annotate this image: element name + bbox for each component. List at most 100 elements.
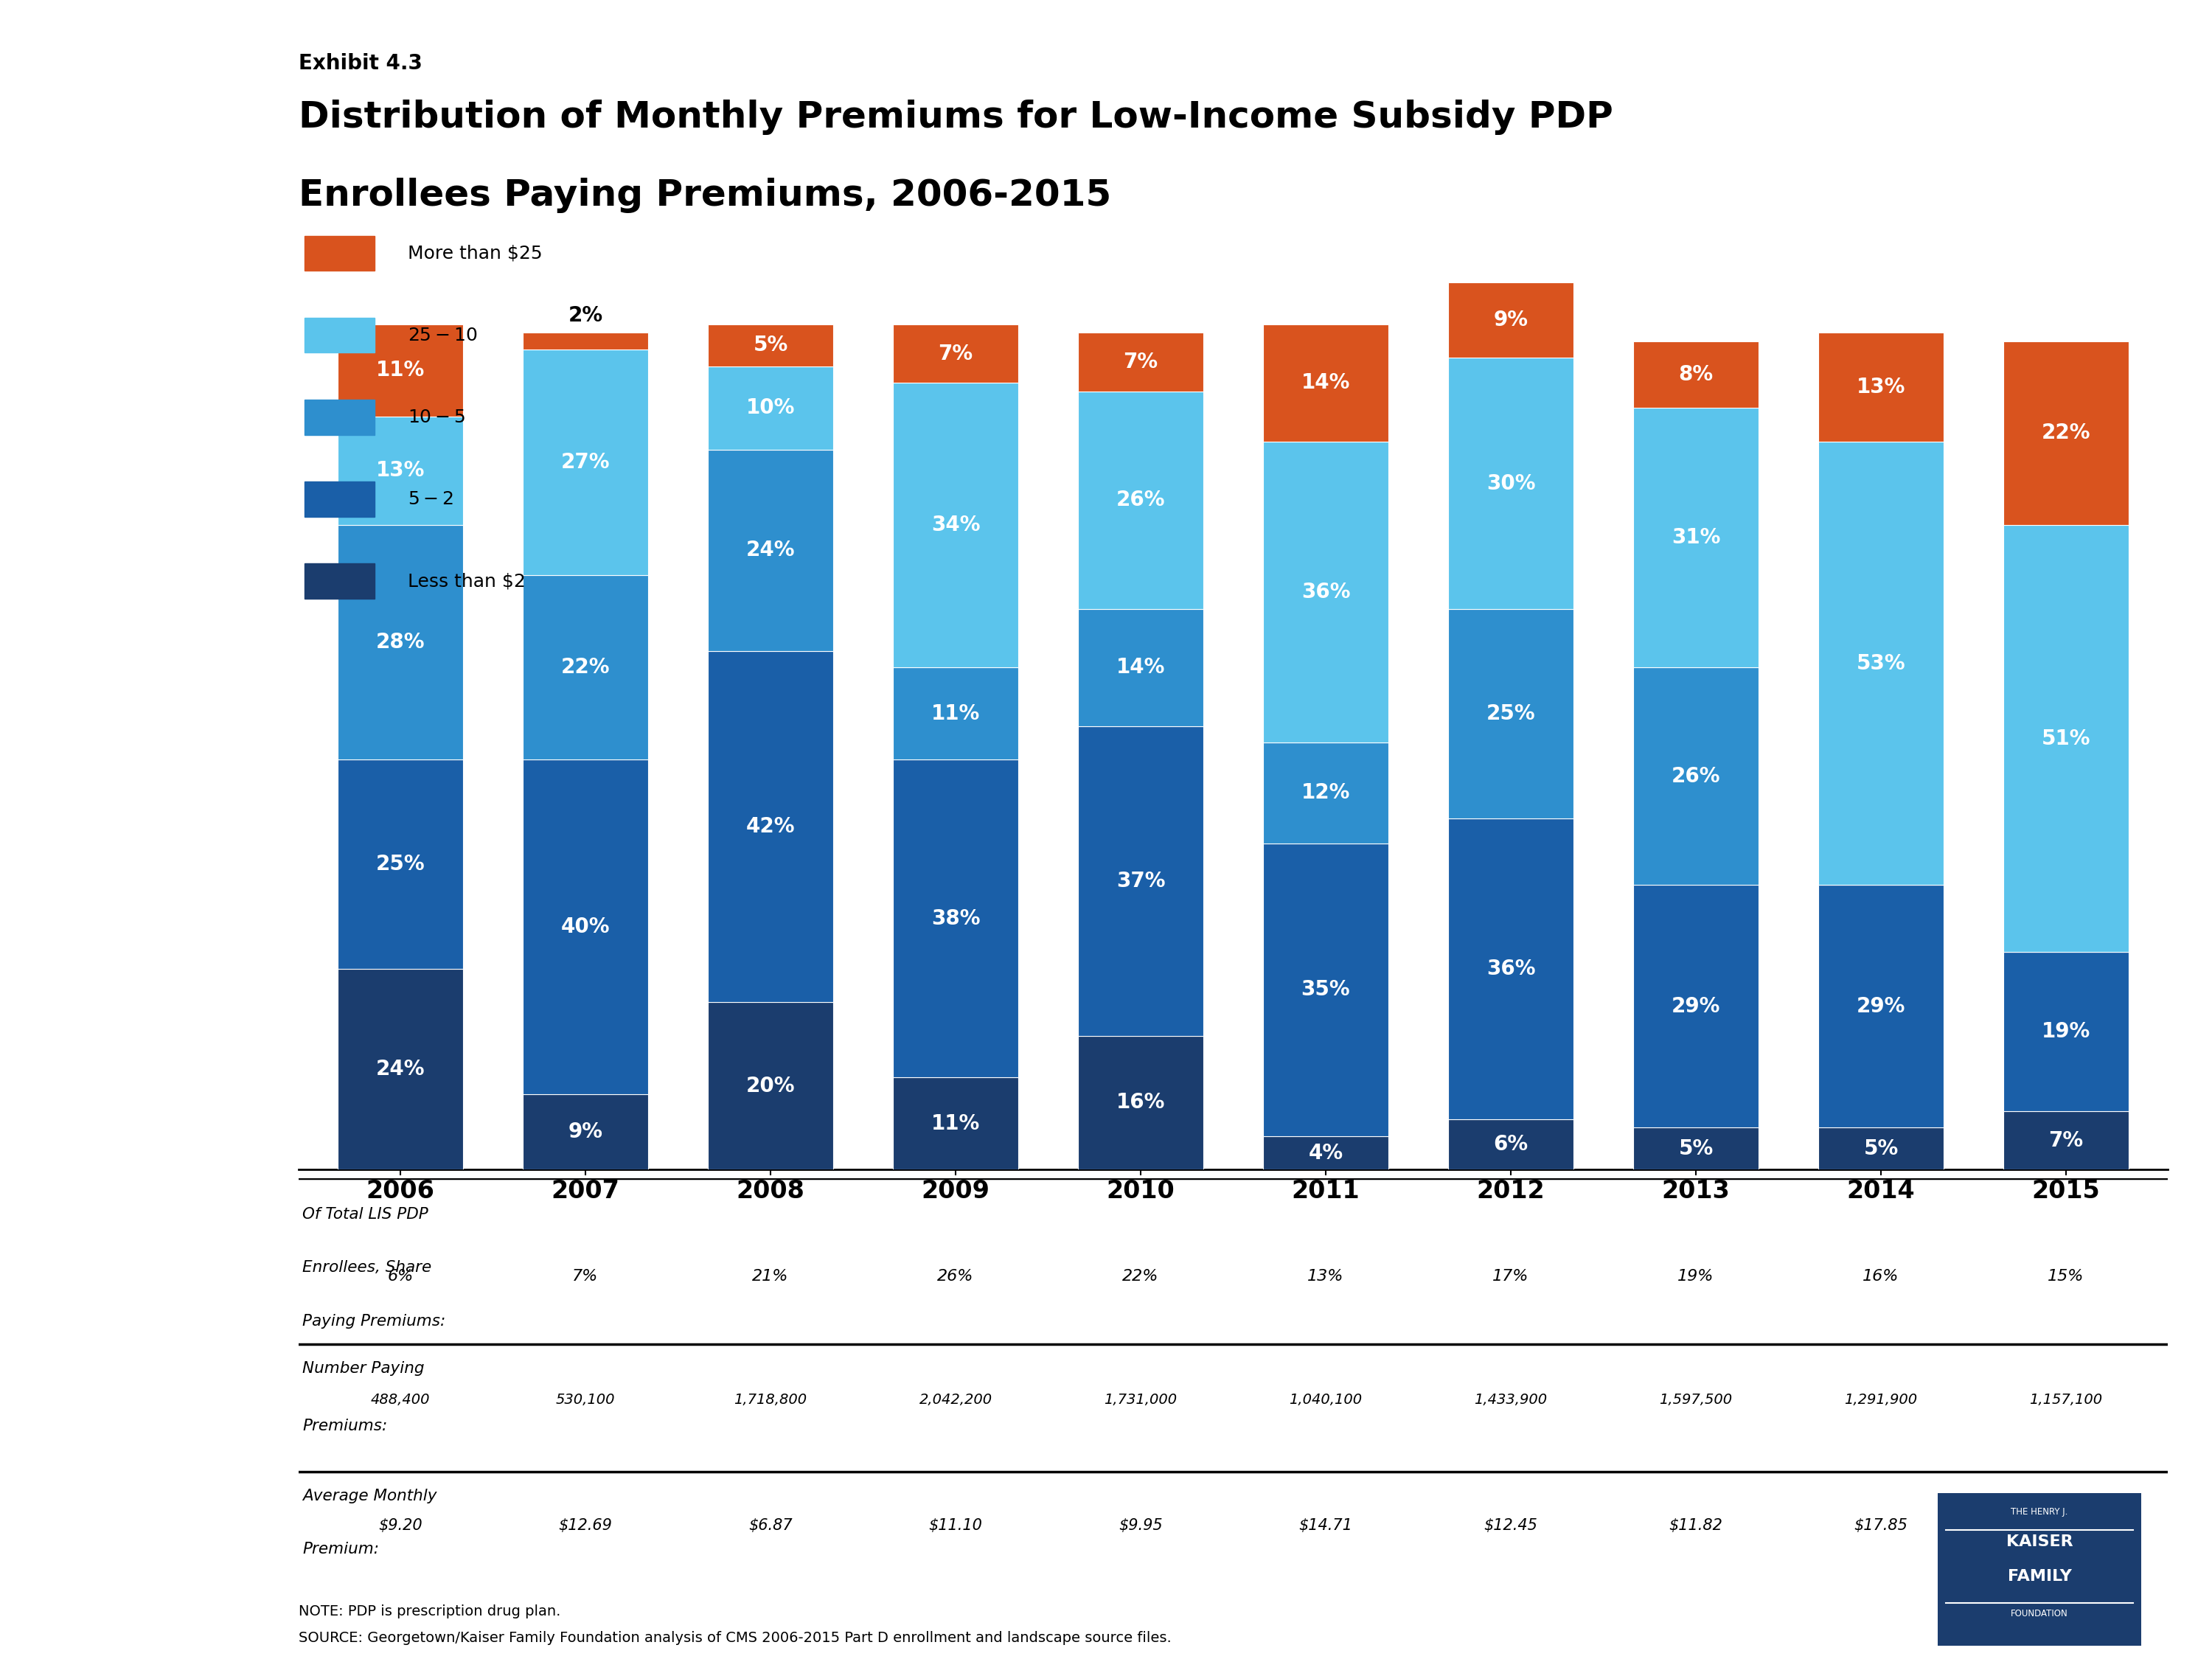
Text: 40%: 40% bbox=[562, 916, 611, 937]
Bar bbox=[305, 481, 374, 518]
Bar bbox=[894, 760, 1018, 1078]
Text: 1,040,100: 1,040,100 bbox=[1290, 1394, 1363, 1407]
Text: 10%: 10% bbox=[745, 398, 794, 418]
Text: Exhibit 4.3: Exhibit 4.3 bbox=[299, 53, 422, 73]
Bar bbox=[338, 526, 462, 760]
Bar bbox=[1632, 408, 1759, 667]
Bar bbox=[305, 317, 374, 353]
Text: 7%: 7% bbox=[938, 343, 973, 363]
Bar bbox=[338, 760, 462, 969]
Bar bbox=[338, 324, 462, 416]
Text: 16%: 16% bbox=[1863, 1269, 1900, 1284]
Text: THE HENRY J.: THE HENRY J. bbox=[2011, 1506, 2068, 1516]
Text: 36%: 36% bbox=[1486, 959, 1535, 979]
Text: SOURCE: Georgetown/Kaiser Family Foundation analysis of CMS 2006-2015 Part D enr: SOURCE: Georgetown/Kaiser Family Foundat… bbox=[299, 1631, 1172, 1644]
Text: $14.71: $14.71 bbox=[1298, 1518, 1352, 1533]
Bar bbox=[1263, 441, 1389, 743]
Text: 1,433,900: 1,433,900 bbox=[1473, 1394, 1548, 1407]
Bar bbox=[522, 350, 648, 576]
Bar bbox=[1818, 1128, 1944, 1170]
Bar bbox=[1077, 727, 1203, 1035]
Text: 42%: 42% bbox=[745, 816, 794, 836]
Text: 16%: 16% bbox=[1117, 1092, 1166, 1113]
Bar bbox=[1818, 441, 1944, 884]
Text: FAMILY: FAMILY bbox=[2008, 1569, 2070, 1584]
Text: 22%: 22% bbox=[562, 657, 611, 679]
Text: KAISER: KAISER bbox=[2006, 1535, 2073, 1550]
Bar bbox=[894, 1078, 1018, 1170]
Bar bbox=[305, 564, 374, 599]
Text: 26%: 26% bbox=[1672, 766, 1721, 786]
Text: 2%: 2% bbox=[568, 305, 604, 327]
Text: 9%: 9% bbox=[568, 1121, 604, 1143]
Text: 11%: 11% bbox=[931, 1113, 980, 1133]
Text: 25%: 25% bbox=[1486, 703, 1535, 723]
Text: 14%: 14% bbox=[1301, 373, 1349, 393]
Text: 1,718,800: 1,718,800 bbox=[734, 1394, 807, 1407]
Text: $11.10: $11.10 bbox=[929, 1518, 982, 1533]
Text: 31%: 31% bbox=[1672, 528, 1721, 547]
Bar bbox=[1263, 324, 1389, 441]
Bar bbox=[1449, 818, 1573, 1120]
Text: 36%: 36% bbox=[1301, 582, 1349, 602]
Bar bbox=[1449, 609, 1573, 818]
Text: 19%: 19% bbox=[2042, 1022, 2090, 1042]
Text: 4%: 4% bbox=[1307, 1143, 1343, 1163]
Text: 53%: 53% bbox=[1856, 654, 1905, 674]
Text: 51%: 51% bbox=[2042, 728, 2090, 748]
Text: 9%: 9% bbox=[1493, 310, 1528, 330]
Text: 19%: 19% bbox=[1677, 1269, 1714, 1284]
Text: 14%: 14% bbox=[1117, 657, 1166, 679]
Text: 1,291,900: 1,291,900 bbox=[1845, 1394, 1918, 1407]
Bar bbox=[1263, 1136, 1389, 1170]
Text: Average Monthly: Average Monthly bbox=[303, 1488, 438, 1503]
Bar bbox=[708, 324, 834, 367]
Text: 38%: 38% bbox=[931, 907, 980, 929]
Bar bbox=[2004, 342, 2128, 526]
Text: 30%: 30% bbox=[1486, 473, 1535, 494]
Bar bbox=[2004, 1112, 2128, 1170]
Bar bbox=[1632, 667, 1759, 884]
Text: 24%: 24% bbox=[376, 1058, 425, 1080]
Text: 5%: 5% bbox=[752, 335, 787, 355]
Text: More than $25: More than $25 bbox=[407, 244, 542, 262]
Bar bbox=[1632, 884, 1759, 1128]
Text: 1,157,100: 1,157,100 bbox=[2028, 1394, 2104, 1407]
Text: Enrollees Paying Premiums, 2006-2015: Enrollees Paying Premiums, 2006-2015 bbox=[299, 178, 1110, 212]
Text: 26%: 26% bbox=[1117, 489, 1166, 511]
Text: 8%: 8% bbox=[1679, 365, 1714, 385]
Bar bbox=[894, 324, 1018, 383]
Bar bbox=[1449, 282, 1573, 358]
Text: 37%: 37% bbox=[1117, 871, 1166, 891]
Text: 27%: 27% bbox=[562, 453, 611, 473]
Bar bbox=[894, 383, 1018, 667]
Text: $25-$10: $25-$10 bbox=[407, 327, 478, 343]
Text: 5%: 5% bbox=[1679, 1138, 1714, 1160]
Text: 530,100: 530,100 bbox=[555, 1394, 615, 1407]
Bar bbox=[2004, 526, 2128, 952]
Text: 21%: 21% bbox=[752, 1269, 790, 1284]
Bar bbox=[1449, 1120, 1573, 1170]
Bar bbox=[522, 1095, 648, 1170]
Text: $18.90: $18.90 bbox=[2039, 1518, 2093, 1533]
Text: 7%: 7% bbox=[2048, 1130, 2084, 1151]
Text: 5%: 5% bbox=[1863, 1138, 1898, 1160]
Bar bbox=[2004, 952, 2128, 1112]
Text: 22%: 22% bbox=[2042, 423, 2090, 443]
Text: Premium:: Premium: bbox=[303, 1541, 378, 1556]
Text: NOTE: PDP is prescription drug plan.: NOTE: PDP is prescription drug plan. bbox=[299, 1604, 560, 1618]
Bar bbox=[1632, 1128, 1759, 1170]
Text: 488,400: 488,400 bbox=[372, 1394, 429, 1407]
Text: 17%: 17% bbox=[1493, 1269, 1528, 1284]
Bar bbox=[708, 650, 834, 1002]
Text: 7%: 7% bbox=[1124, 352, 1159, 372]
Bar bbox=[1449, 358, 1573, 609]
Text: 12%: 12% bbox=[1301, 783, 1349, 803]
Text: $17.85: $17.85 bbox=[1854, 1518, 1907, 1533]
Bar bbox=[708, 367, 834, 450]
Bar bbox=[338, 416, 462, 526]
Text: $9.20: $9.20 bbox=[378, 1518, 422, 1533]
Text: 15%: 15% bbox=[2048, 1269, 2084, 1284]
Text: FOUNDATION: FOUNDATION bbox=[2011, 1609, 2068, 1619]
Bar bbox=[338, 969, 462, 1170]
